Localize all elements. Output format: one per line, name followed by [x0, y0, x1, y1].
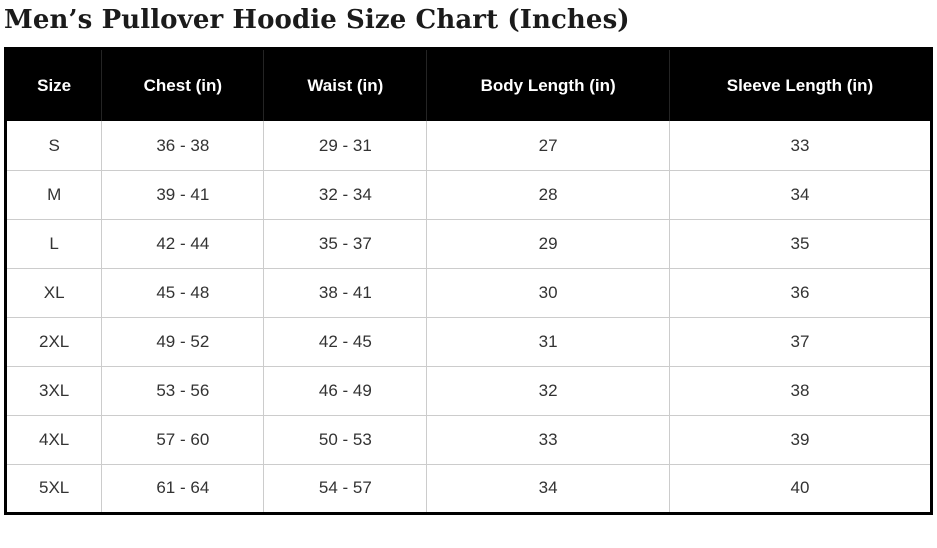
cell-body-length: 29 [426, 218, 670, 269]
cell-waist: 46 - 49 [263, 365, 428, 416]
cell-waist: 42 - 45 [263, 316, 428, 367]
column-header-sleeve-length: Sleeve Length (in) [669, 48, 932, 122]
cell-sleeve-length: 36 [668, 267, 932, 318]
cell-body-length: 32 [426, 365, 670, 416]
column-header-body-length: Body Length (in) [426, 48, 670, 122]
cell-chest: 45 - 48 [101, 267, 265, 318]
table-row: 3XL 53 - 56 46 - 49 32 38 [5, 365, 932, 416]
column-header-chest: Chest (in) [101, 48, 265, 122]
size-chart-table: Size Chest (in) Waist (in) Body Length (… [4, 46, 933, 515]
cell-body-length: 30 [426, 267, 670, 318]
cell-chest: 36 - 38 [101, 121, 265, 171]
header-row: Size Chest (in) Waist (in) Body Length (… [5, 48, 932, 122]
cell-waist: 38 - 41 [263, 267, 428, 318]
cell-waist: 29 - 31 [263, 121, 428, 171]
cell-body-length: 33 [426, 414, 670, 465]
cell-waist: 50 - 53 [263, 414, 428, 465]
cell-waist: 54 - 57 [263, 463, 428, 514]
cell-sleeve-length: 34 [668, 169, 932, 220]
table-header: Size Chest (in) Waist (in) Body Length (… [5, 48, 932, 122]
cell-chest: 61 - 64 [101, 463, 265, 514]
table-row: 2XL 49 - 52 42 - 45 31 37 [5, 316, 932, 367]
cell-sleeve-length: 35 [668, 218, 932, 269]
table-body: S 36 - 38 29 - 31 27 33 M 39 - 41 32 - 3… [5, 121, 932, 514]
cell-chest: 53 - 56 [101, 365, 265, 416]
cell-waist: 32 - 34 [263, 169, 428, 220]
cell-size: XL [5, 267, 103, 318]
cell-size: M [5, 169, 103, 220]
table-row: M 39 - 41 32 - 34 28 34 [5, 169, 932, 220]
cell-body-length: 28 [426, 169, 670, 220]
cell-sleeve-length: 33 [668, 121, 932, 171]
cell-size: 2XL [5, 316, 103, 367]
cell-sleeve-length: 40 [668, 463, 932, 514]
cell-sleeve-length: 38 [668, 365, 932, 416]
cell-size: 5XL [5, 463, 103, 514]
page-title: Men’s Pullover Hoodie Size Chart (Inches… [4, 5, 630, 35]
table-row: XL 45 - 48 38 - 41 30 36 [5, 267, 932, 318]
cell-chest: 57 - 60 [101, 414, 265, 465]
cell-body-length: 34 [426, 463, 670, 514]
cell-sleeve-length: 37 [668, 316, 932, 367]
table-row: L 42 - 44 35 - 37 29 35 [5, 218, 932, 269]
table-row: 4XL 57 - 60 50 - 53 33 39 [5, 414, 932, 465]
table-row: 5XL 61 - 64 54 - 57 34 40 [5, 463, 932, 514]
cell-size: 3XL [5, 365, 103, 416]
cell-body-length: 31 [426, 316, 670, 367]
cell-chest: 39 - 41 [101, 169, 265, 220]
column-header-waist: Waist (in) [263, 48, 428, 122]
cell-sleeve-length: 39 [668, 414, 932, 465]
cell-chest: 49 - 52 [101, 316, 265, 367]
cell-body-length: 27 [426, 121, 670, 171]
cell-waist: 35 - 37 [263, 218, 428, 269]
cell-size: L [5, 218, 103, 269]
cell-size: S [5, 121, 103, 171]
cell-chest: 42 - 44 [101, 218, 265, 269]
cell-size: 4XL [5, 414, 103, 465]
table-row: S 36 - 38 29 - 31 27 33 [5, 121, 932, 171]
column-header-size: Size [5, 48, 103, 122]
